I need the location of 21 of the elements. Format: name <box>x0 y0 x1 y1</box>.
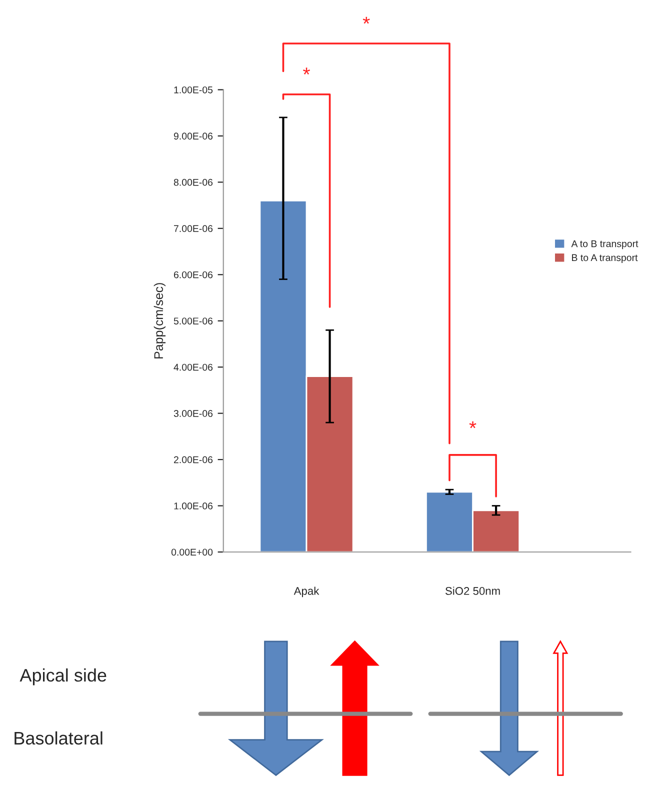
y-tick-label: 9.00E-06 <box>174 132 213 140</box>
y-axis-title: Papp(cm/sec) <box>154 283 166 358</box>
y-tick-label: 6.00E-06 <box>174 271 213 278</box>
legend-label: B to A transport <box>572 254 638 264</box>
text: * <box>303 68 310 75</box>
y-tick-label: 5.00E-06 <box>174 318 213 324</box>
text: Basolateral <box>14 731 102 745</box>
x-tick-label: SiO2 50nm <box>445 586 500 595</box>
y-tick-label: 2.00E-06 <box>174 456 213 464</box>
y-tick-label: 8.00E-06 <box>174 178 213 186</box>
legend-label: A to B transport <box>571 240 638 250</box>
y-tick-label: 0.00E+00 <box>171 548 213 556</box>
y-tick-label: 4.00E-06 <box>174 364 213 371</box>
y-tick-label: 7.00E-06 <box>174 225 213 232</box>
annotation: * <box>469 421 476 428</box>
x-tick-label: Apak <box>294 586 320 598</box>
y-tick-label: 1.00E-06 <box>174 502 213 510</box>
y-tick-label: 3.00E-06 <box>174 410 213 417</box>
text: Apical side <box>20 668 106 686</box>
text: * <box>362 16 370 24</box>
y-tick-label: 1.00E-05 <box>174 86 213 94</box>
